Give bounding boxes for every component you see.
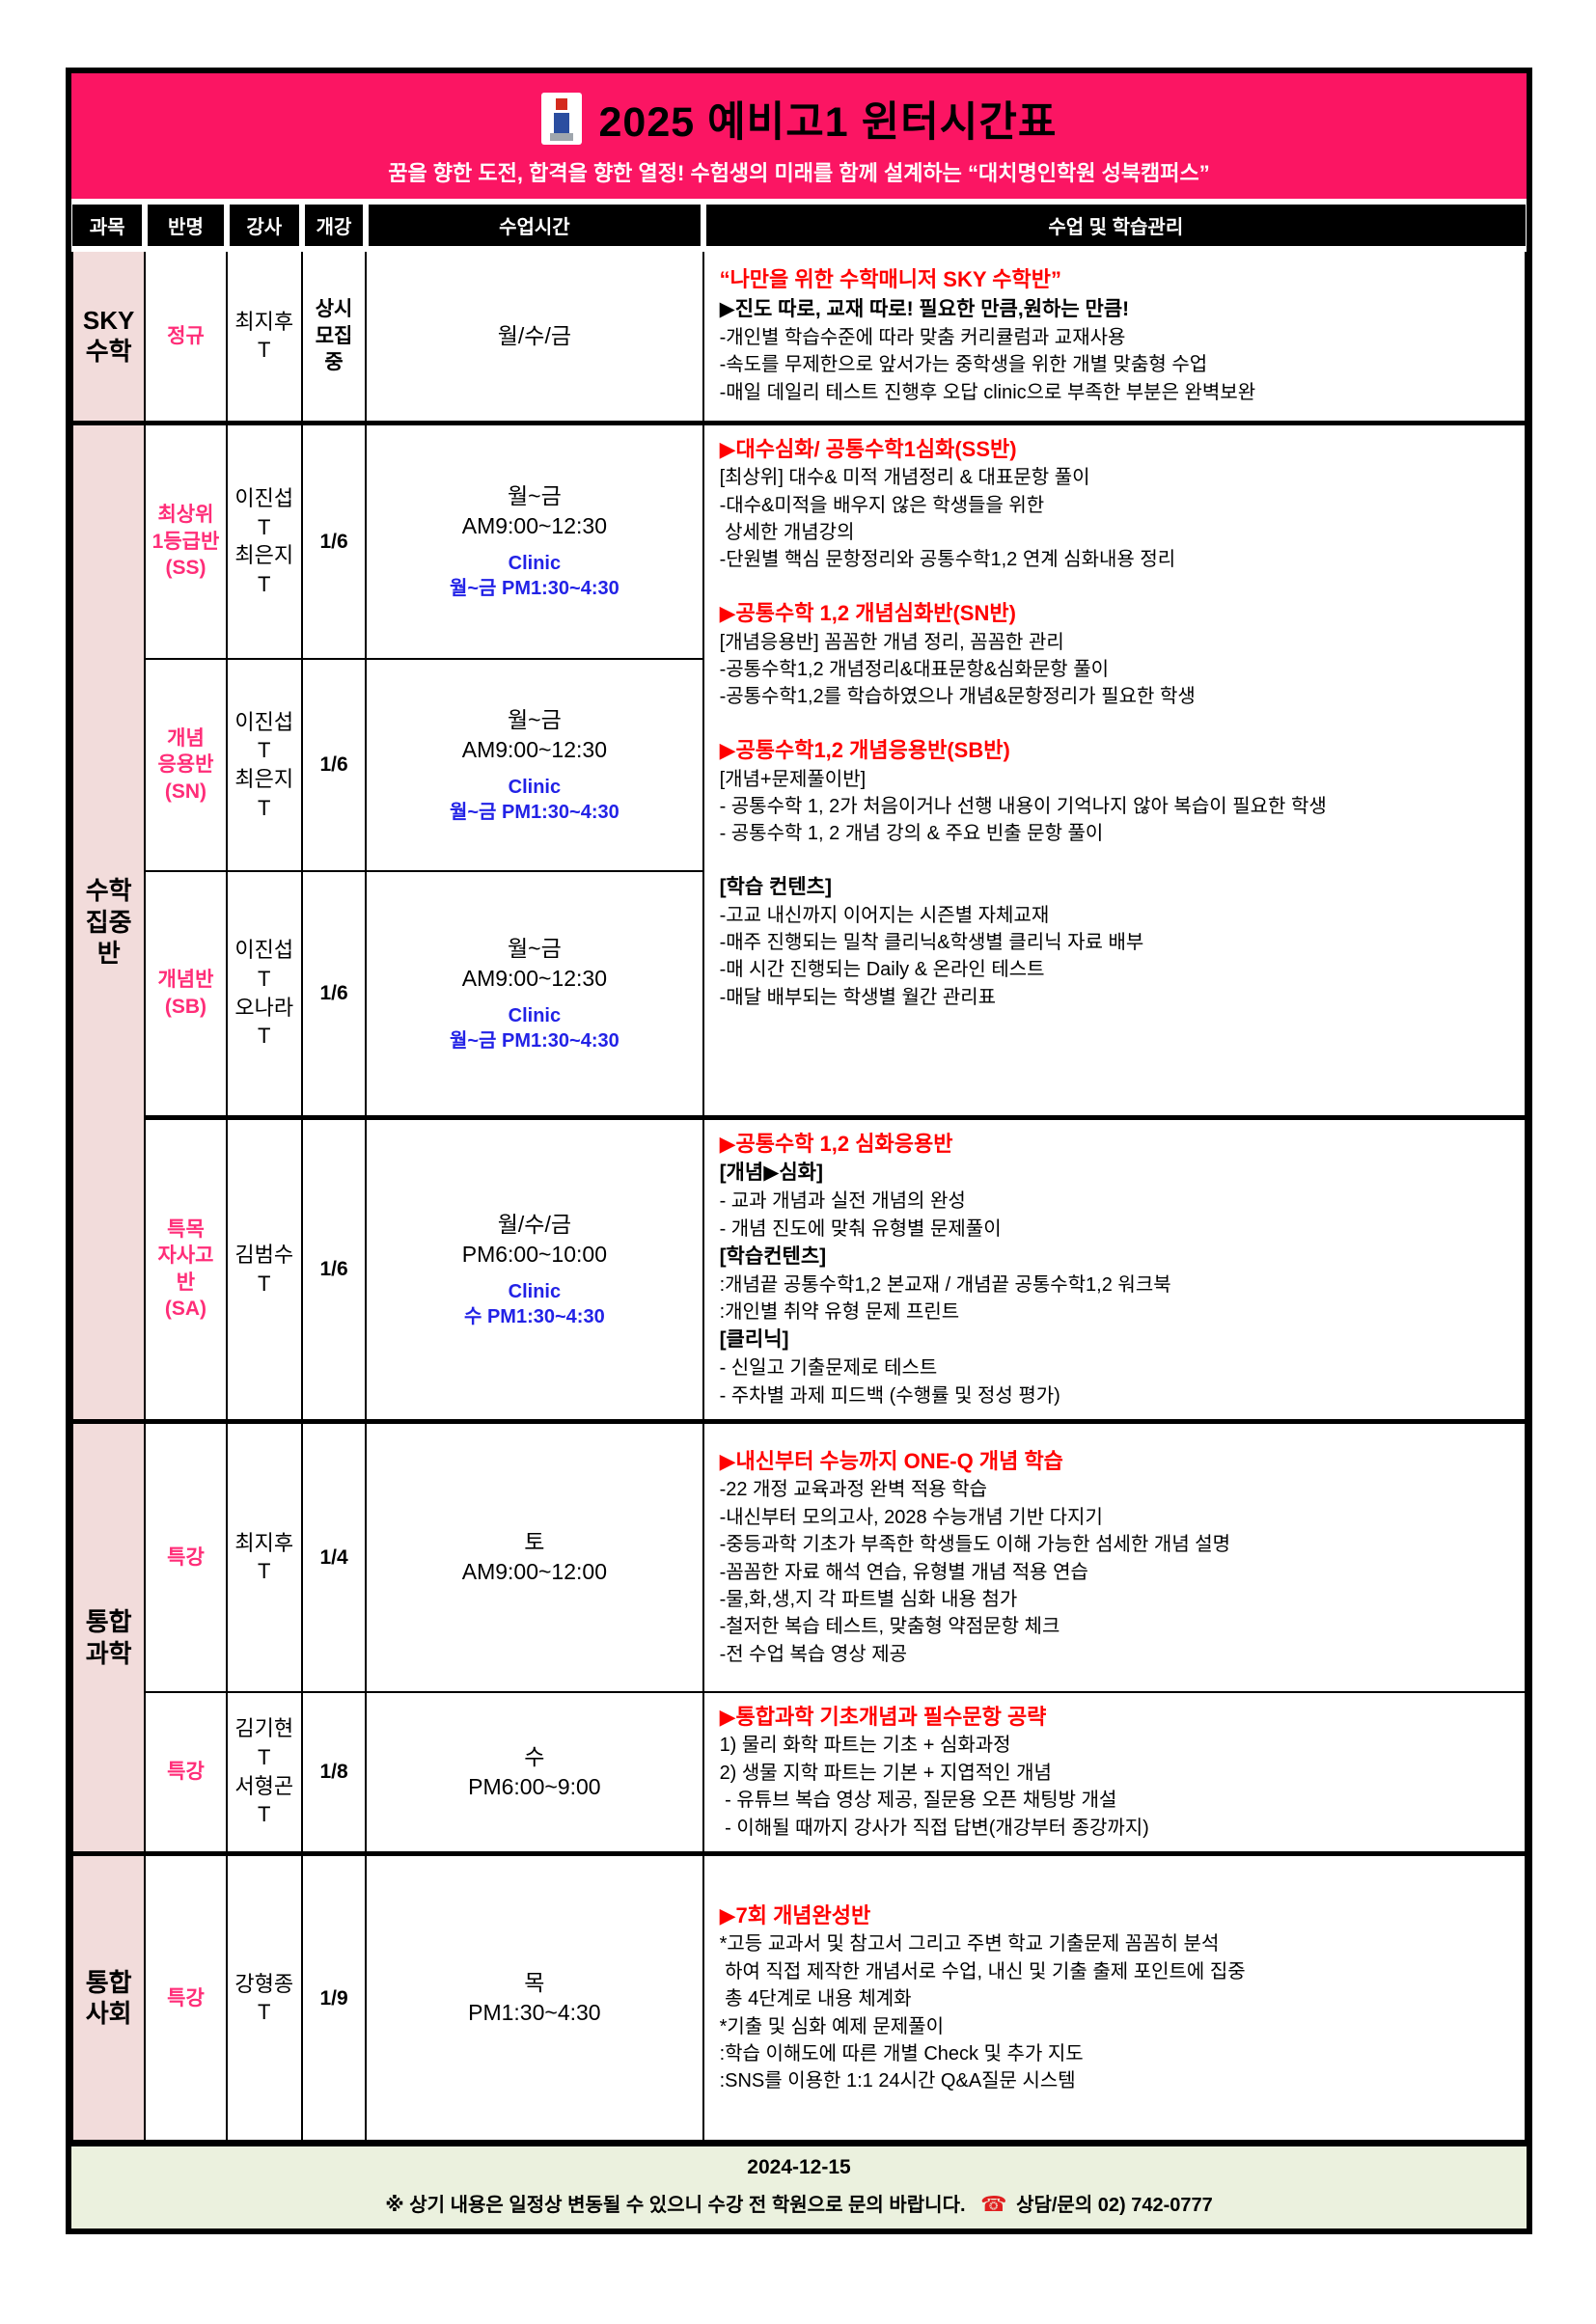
soc-schedule-cell: 목 PM1:30~4:30 <box>365 1850 704 2143</box>
col-header-teacher: 강사 <box>223 205 302 252</box>
academy-logo-icon <box>540 93 582 145</box>
col-header-class: 반명 <box>142 205 227 252</box>
sn-class-cell: 개념 응용반 (SN) <box>144 658 228 872</box>
sn-teacher-cell: 이진섭T 최은지T <box>225 658 303 872</box>
science-subject-cell: 통합과학 <box>70 1419 147 1855</box>
row-math-sb: 개념반 (SB) 이진섭T 오나라T 1/6 월~금 AM9:00~12:30 Cli… <box>72 870 1526 1118</box>
page-title: 2025 예비고1 윈터시간표 <box>598 99 1058 146</box>
footer-contact: 상담/문의 02) 742-0777 <box>1016 2195 1213 2217</box>
sn-start-cell: 1/6 <box>300 658 368 872</box>
banner: 2025 예비고1 윈터시간표 꿈을 향한 도전, 합격을 향한 열정! 수험생… <box>71 73 1527 199</box>
sky-math-teacher-cell: 최지후T <box>225 248 303 424</box>
logo-base-bar <box>549 133 573 141</box>
col-header-subject: 과목 <box>72 205 146 252</box>
col-header-start: 개강 <box>298 205 367 252</box>
timetable-table: 과목 반명 강사 개강 수업시간 수업 및 학습관리 SKY 수학 정규 최지후T… <box>70 205 1527 2143</box>
sb-schedule-cell: 월~금 AM9:00~12:30 Clinic 월~금 PM1:30~4:30 <box>365 870 704 1118</box>
schedule-days: 월/수/금 <box>497 322 571 348</box>
sky-math-start-cell: 상시 모집중 <box>300 248 368 424</box>
soc-class-cell: 특강 <box>144 1850 228 2143</box>
sa-start-cell: 1/6 <box>300 1114 368 1423</box>
schedule-days: 월~금 AM9:00~12:30 <box>461 483 607 539</box>
logo-red-square <box>555 98 567 110</box>
footer-date: 2024-12-15 <box>747 2156 851 2179</box>
sn-schedule-cell: 월~금 AM9:00~12:30 Clinic 월~금 PM1:30~4:30 <box>365 658 704 872</box>
soc-start-cell: 1/9 <box>300 1850 368 2143</box>
col-header-time: 수업시간 <box>363 205 703 252</box>
ss-teacher-cell: 이진섭T 최은지T <box>225 420 303 660</box>
math-focus-subject-cell: 수학 집중반 <box>70 420 147 1423</box>
phone-icon: ☎ <box>980 2192 1007 2217</box>
sci2-schedule-cell: 수 PM6:00~9:00 <box>365 1690 704 1855</box>
sky-math-subject-cell: SKY 수학 <box>70 248 147 424</box>
schedule-days: 월~금 AM9:00~12:30 <box>461 935 607 991</box>
sb-teacher-cell: 이진섭T 오나라T <box>225 870 303 1118</box>
schedule-days: 목 PM1:30~4:30 <box>468 1970 601 2026</box>
banner-title-row: 2025 예비고1 윈터시간표 <box>79 89 1519 149</box>
math-merged-description-cell: ▶대수심화/ 공통수학1심화(SS반) [최상위] 대수& 미적 개념정리 & 대… <box>702 420 1527 1118</box>
footer-notice: ※ 상기 내용은 일정상 변동될 수 있으니 수강 전 학원으로 문의 바랍니다… <box>77 2189 1521 2217</box>
sci1-class-cell: 특강 <box>144 1419 228 1693</box>
sci2-description-cell: ▶통합과학 기초개념과 필수문항 공략 1) 물리 화학 파트는 기초 + 심화과… <box>702 1690 1527 1855</box>
column-header-row: 과목 반명 강사 개강 수업시간 수업 및 학습관리 <box>72 205 1526 252</box>
sky-math-class-cell: 정규 <box>144 248 228 424</box>
sky-math-schedule-cell: 월/수/금 <box>365 248 704 424</box>
schedule-clinic: Clinic 월~금 PM1:30~4:30 <box>449 553 619 600</box>
row-sky-math: SKY 수학 정규 최지후T 상시 모집중 월/수/금 “나만을 위한 수학매니저 … <box>70 248 1527 424</box>
soc-description-cell: ▶7회 개념완성반 *고등 교과서 및 참고서 그리고 주변 학교 기출문제 꼼꼼… <box>702 1850 1527 2143</box>
sci1-description-cell: ▶내신부터 수능까지 ONE-Q 개념 학습 -22 개정 교육과정 완벽 적용 … <box>702 1419 1527 1693</box>
schedule-days: 수 PM6:00~9:00 <box>468 1743 601 1799</box>
sci2-class-cell: 특강 <box>144 1690 228 1855</box>
banner-subtitle: 꿈을 향한 도전, 합격을 향한 열정! 수험생의 미래를 함께 설계하는 “대… <box>388 161 1210 185</box>
schedule-days: 월~금 AM9:00~12:30 <box>461 706 607 762</box>
ss-schedule-cell: 월~금 AM9:00~12:30 Clinic 월~금 PM1:30~4:30 <box>365 420 704 660</box>
schedule-days: 토 AM9:00~12:00 <box>461 1529 607 1585</box>
sa-class-cell: 특목 자사고반 (SA) <box>144 1114 228 1423</box>
sci2-start-cell: 1/8 <box>300 1690 368 1855</box>
ss-start-cell: 1/6 <box>300 420 368 660</box>
sci1-start-cell: 1/4 <box>300 1419 368 1693</box>
row-science-2: 특강 김기현T 서형곤T 1/8 수 PM6:00~9:00 ▶통합과학 기초개념과… <box>72 1690 1527 1855</box>
sb-start-cell: 1/6 <box>300 870 368 1118</box>
soc-teacher-cell: 강형종T <box>225 1850 303 2143</box>
sky-math-description-cell: “나만을 위한 수학매니저 SKY 수학반” ▶진도 따로, 교재 따로! 필요한… <box>702 248 1527 424</box>
row-math-ss: 수학 집중반 최상위 1등급반 (SS) 이진섭T 최은지T 1/6 월~금 AM9:00… <box>70 420 1527 1423</box>
sb-class-cell: 개념반 (SB) <box>144 870 228 1118</box>
col-header-management: 수업 및 학습관리 <box>700 205 1526 252</box>
sci1-schedule-cell: 토 AM9:00~12:00 <box>365 1419 704 1693</box>
footer-notice-text: ※ 상기 내용은 일정상 변동될 수 있으니 수강 전 학원으로 문의 바랍니다… <box>385 2195 966 2217</box>
sci2-teacher-cell: 김기현T 서형곤T <box>225 1690 303 1855</box>
sa-description-cell: ▶공통수학 1,2 심화응용반 [개념▶심화] - 교과 개념과 실전 개념의 완성… <box>702 1114 1527 1423</box>
sci1-teacher-cell: 최지후T <box>225 1419 303 1693</box>
social-subject-cell: 통합사회 <box>70 1850 147 2143</box>
schedule-days: 월/수/금 PM6:00~10:00 <box>461 1211 607 1267</box>
schedule-clinic: Clinic 수 PM1:30~4:30 <box>464 1280 605 1327</box>
row-math-sa: 특목 자사고반 (SA) 김범수T 1/6 월/수/금 PM6:00~10:00 Cl… <box>72 1114 1527 1423</box>
row-math-sn: 개념 응용반 (SN) 이진섭T 최은지T 1/6 월~금 AM9:00~12:30 C… <box>72 658 1526 872</box>
schedule-clinic: Clinic 월~금 PM1:30~4:30 <box>449 777 619 824</box>
sa-schedule-cell: 월/수/금 PM6:00~10:00 Clinic 수 PM1:30~4:30 <box>365 1114 704 1423</box>
footer: 2024-12-15 ※ 상기 내용은 일정상 변동될 수 있으니 수강 전 학… <box>71 2142 1527 2229</box>
timetable-sheet: 2025 예비고1 윈터시간표 꿈을 향한 도전, 합격을 향한 열정! 수험생… <box>66 68 1532 2235</box>
schedule-clinic: Clinic 월~금 PM1:30~4:30 <box>449 1004 619 1052</box>
row-social: 통합사회 특강 강형종T 1/9 목 PM1:30~4:30 ▶7회 개념완성반 *… <box>70 1850 1527 2143</box>
banner-divider <box>71 199 1527 205</box>
logo-blue-shape <box>553 113 569 134</box>
row-science-1: 통합과학 특강 최지후T 1/4 토 AM9:00~12:00 ▶내신부터 수능까… <box>70 1419 1527 1855</box>
sa-teacher-cell: 김범수T <box>225 1114 303 1423</box>
ss-class-cell: 최상위 1등급반 (SS) <box>144 420 228 660</box>
